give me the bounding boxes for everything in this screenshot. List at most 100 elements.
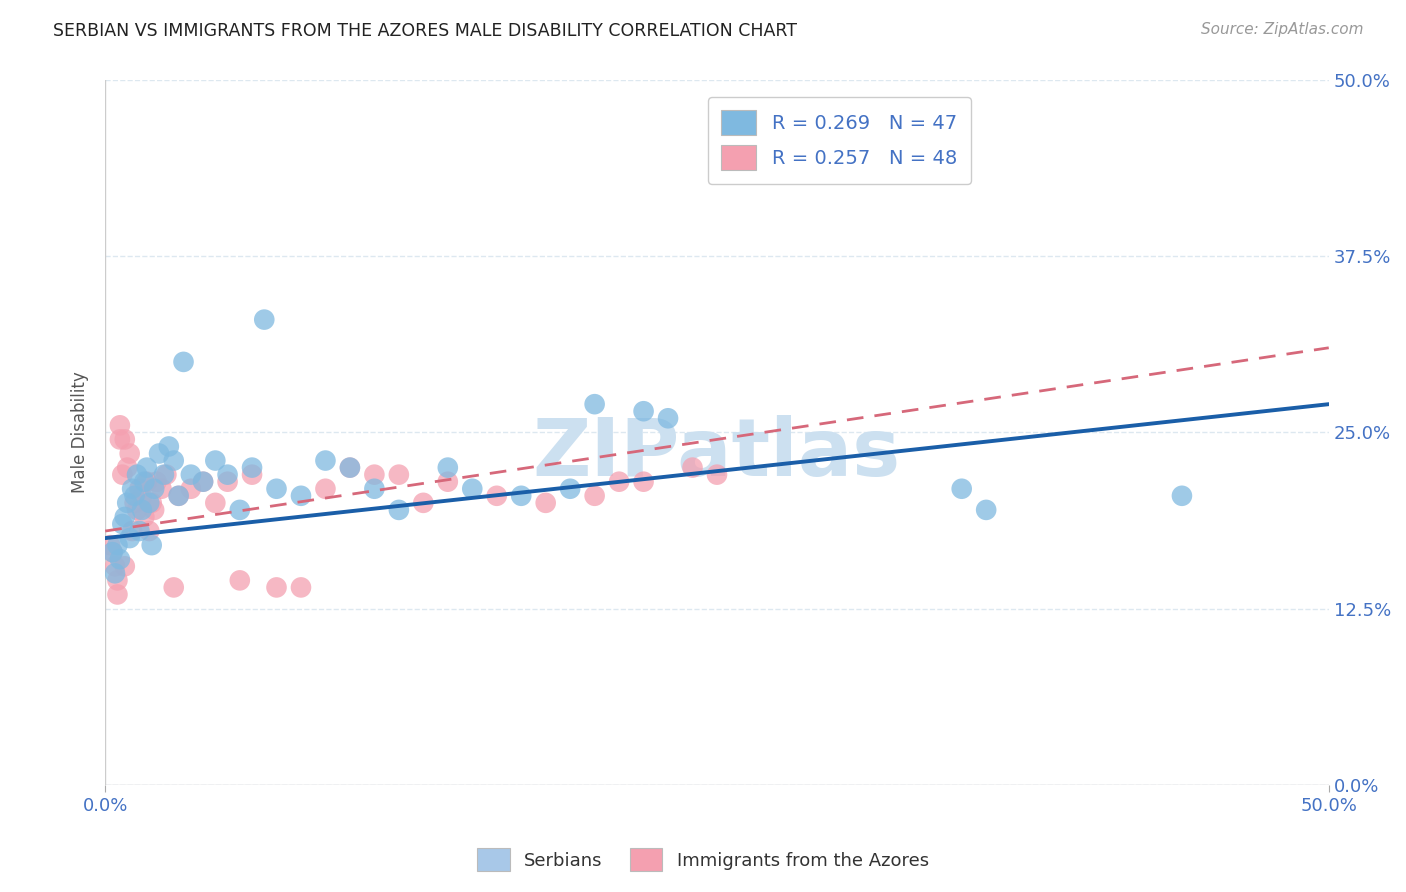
Point xyxy=(266,482,288,496)
Point xyxy=(134,510,156,524)
Point xyxy=(633,404,655,418)
Point xyxy=(436,475,458,489)
Text: ZIPatlas: ZIPatlas xyxy=(533,415,901,492)
Point xyxy=(135,460,157,475)
Point xyxy=(363,467,385,482)
Y-axis label: Male Disability: Male Disability xyxy=(72,371,89,493)
Point xyxy=(101,545,124,559)
Point xyxy=(141,496,163,510)
Point xyxy=(145,475,167,489)
Point xyxy=(290,489,312,503)
Point xyxy=(180,467,202,482)
Point xyxy=(157,440,180,454)
Point xyxy=(191,475,214,489)
Point xyxy=(104,559,127,574)
Point xyxy=(118,446,141,460)
Point xyxy=(339,460,361,475)
Point xyxy=(583,489,606,503)
Text: Source: ZipAtlas.com: Source: ZipAtlas.com xyxy=(1201,22,1364,37)
Point xyxy=(253,312,276,326)
Point xyxy=(163,581,186,595)
Point xyxy=(363,482,385,496)
Point xyxy=(143,482,166,496)
Point xyxy=(114,510,136,524)
Point xyxy=(266,581,288,595)
Point xyxy=(217,467,239,482)
Point xyxy=(128,482,150,496)
Point xyxy=(101,545,124,559)
Point xyxy=(125,467,148,482)
Point xyxy=(124,496,146,510)
Point xyxy=(167,489,190,503)
Point xyxy=(135,475,157,489)
Point xyxy=(240,460,263,475)
Point xyxy=(217,475,239,489)
Text: SERBIAN VS IMMIGRANTS FROM THE AZORES MALE DISABILITY CORRELATION CHART: SERBIAN VS IMMIGRANTS FROM THE AZORES MA… xyxy=(53,22,797,40)
Point xyxy=(314,482,336,496)
Point xyxy=(314,453,336,467)
Point xyxy=(204,453,226,467)
Point xyxy=(706,467,728,482)
Point xyxy=(131,503,153,517)
Point xyxy=(950,482,973,496)
Point xyxy=(111,467,134,482)
Point xyxy=(108,433,131,447)
Point xyxy=(153,467,176,482)
Point xyxy=(114,433,136,447)
Point xyxy=(657,411,679,425)
Point xyxy=(388,503,411,517)
Point xyxy=(180,482,202,496)
Point xyxy=(974,503,997,517)
Point xyxy=(114,559,136,574)
Point xyxy=(108,552,131,566)
Point xyxy=(682,460,704,475)
Point xyxy=(204,496,226,510)
Point xyxy=(436,460,458,475)
Point xyxy=(633,475,655,489)
Point xyxy=(107,587,129,601)
Point xyxy=(115,496,138,510)
Point xyxy=(485,489,508,503)
Point xyxy=(163,453,186,467)
Point xyxy=(124,489,146,503)
Point xyxy=(388,467,411,482)
Point xyxy=(150,482,173,496)
Point xyxy=(155,467,177,482)
Point xyxy=(229,574,252,588)
Point xyxy=(583,397,606,411)
Point xyxy=(240,467,263,482)
Point xyxy=(107,538,129,552)
Point xyxy=(115,460,138,475)
Point xyxy=(191,475,214,489)
Point xyxy=(339,460,361,475)
Point xyxy=(118,531,141,545)
Point xyxy=(131,489,153,503)
Point xyxy=(141,538,163,552)
Point xyxy=(138,524,160,538)
Point xyxy=(461,482,484,496)
Point xyxy=(510,489,533,503)
Point xyxy=(108,418,131,433)
Point xyxy=(98,538,121,552)
Point xyxy=(148,446,170,460)
Point xyxy=(138,496,160,510)
Point xyxy=(107,574,129,588)
Legend: Serbians, Immigrants from the Azores: Serbians, Immigrants from the Azores xyxy=(470,841,936,879)
Point xyxy=(134,475,156,489)
Point xyxy=(128,524,150,538)
Point xyxy=(125,503,148,517)
Legend: R = 0.269   N = 47, R = 0.257   N = 48: R = 0.269 N = 47, R = 0.257 N = 48 xyxy=(707,96,972,184)
Point xyxy=(111,516,134,531)
Point xyxy=(607,475,630,489)
Point xyxy=(290,581,312,595)
Point xyxy=(173,355,195,369)
Point xyxy=(229,503,252,517)
Point xyxy=(1171,489,1194,503)
Point xyxy=(104,566,127,581)
Point xyxy=(412,496,434,510)
Point xyxy=(560,482,582,496)
Point xyxy=(534,496,557,510)
Point xyxy=(167,489,190,503)
Point xyxy=(121,482,143,496)
Point xyxy=(143,503,166,517)
